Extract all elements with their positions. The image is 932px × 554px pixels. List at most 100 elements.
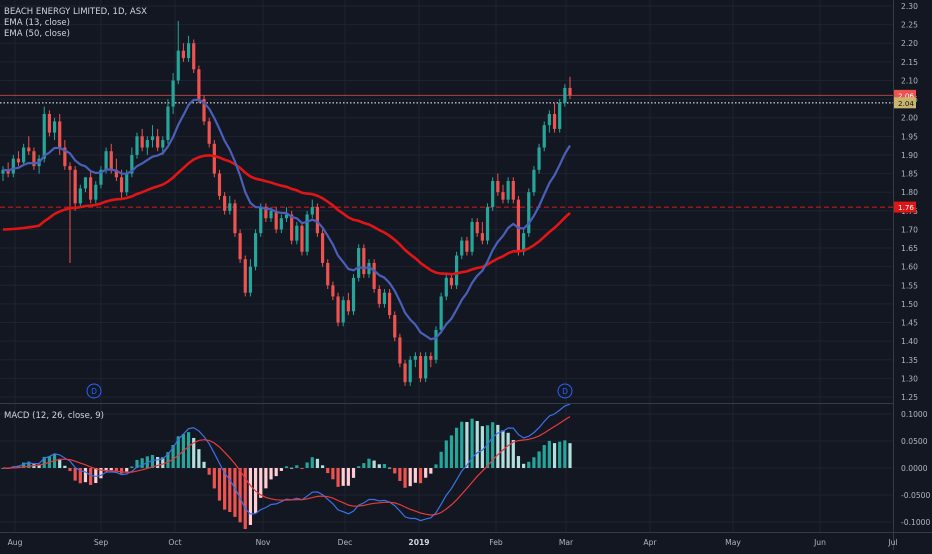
macd-histogram-bar: [424, 468, 428, 478]
candle-body: [181, 50, 186, 59]
candle-body: [568, 87, 572, 96]
macd-tick-label: 0.0500: [901, 437, 928, 446]
candle-body: [1, 169, 5, 174]
candle-body: [522, 233, 526, 252]
macd-histogram-bar: [537, 451, 541, 468]
candle-body: [99, 169, 103, 185]
macd-histogram-bar: [413, 468, 417, 483]
macd-histogram-bar: [516, 456, 521, 468]
price-tick-label: 1.45: [901, 319, 918, 328]
price-tick-label: 1.60: [901, 263, 918, 272]
price-tick-label: 1.55: [901, 281, 918, 290]
macd-histogram-bar: [408, 468, 412, 487]
macd-histogram-bar: [351, 468, 356, 478]
price-tick-label: 2.30: [901, 2, 918, 11]
macd-histogram-bar: [320, 465, 325, 468]
candle-body: [135, 136, 139, 155]
macd-histogram-bar: [336, 468, 340, 487]
candle-body: [104, 151, 108, 170]
candle-body: [558, 102, 562, 129]
macd-histogram-bar: [398, 468, 402, 481]
candle-body: [212, 143, 216, 174]
macd-histogram-bar: [114, 468, 118, 471]
ema-13-line: [2, 98, 571, 341]
candle-body: [387, 292, 392, 316]
macd-histogram-bar: [104, 468, 108, 472]
candle-body: [527, 192, 531, 234]
candle-body: [320, 233, 325, 263]
macd-histogram-bar: [532, 457, 536, 468]
macd-histogram-bar: [475, 420, 479, 468]
macd-histogram-bar: [346, 468, 350, 486]
macd-histogram-bar: [37, 464, 41, 468]
macd-histogram-bar: [511, 439, 515, 468]
macd-histogram-bar: [83, 468, 88, 483]
legend-ema-50: EMA (50, close): [4, 29, 70, 39]
candle-body: [465, 240, 469, 252]
macd-histogram-bar: [27, 461, 31, 468]
macd-histogram-bar: [460, 421, 464, 468]
candle-body: [78, 188, 82, 204]
macd-histogram-bar: [248, 468, 253, 525]
macd-tick-label: 0.0000: [901, 464, 928, 473]
price-tick-label: 1.95: [901, 132, 918, 141]
candle-body: [382, 292, 387, 304]
candle-body: [94, 184, 98, 200]
macd-histogram-bar: [212, 468, 216, 489]
chart-title: BEACH ENERGY LIMITED, 1D, ASX: [4, 7, 147, 17]
candle-body: [233, 203, 237, 234]
macd-line: [2, 403, 571, 522]
macd-histogram-bar: [161, 457, 165, 468]
price-tick-label: 1.25: [901, 393, 918, 402]
dividend-marker-label: D: [562, 387, 568, 396]
time-tick-label: Jul: [887, 538, 897, 547]
candle-body: [32, 151, 36, 167]
candle-body: [73, 169, 77, 204]
candle-body: [398, 337, 402, 364]
macd-histogram-bar: [243, 468, 247, 529]
dividend-marker-circle[interactable]: [86, 383, 102, 399]
horizontal-lines: [0, 94, 893, 208]
time-tick-label: Nov: [256, 538, 271, 547]
time-tick-label: Oct: [168, 538, 181, 547]
candle-body: [202, 99, 206, 122]
candle-body: [223, 195, 227, 211]
time-tick-label: Dec: [338, 538, 353, 547]
macd-histogram-bar: [217, 468, 222, 501]
macd-histogram-bar: [310, 457, 314, 468]
macd-histogram-bar: [42, 456, 46, 468]
time-tick-label: Apr: [643, 538, 657, 547]
macd-histogram-bar: [341, 468, 345, 486]
macd-histogram-bar: [552, 443, 557, 468]
dividend-marker-circle[interactable]: [557, 383, 573, 399]
price-label-text: 2.04: [898, 99, 914, 108]
price-tick-label: 1.35: [901, 356, 918, 365]
macd-histogram-bar: [150, 455, 155, 468]
candle-body: [130, 154, 134, 174]
candle-body: [290, 214, 294, 241]
time-tick-label: Aug: [8, 538, 23, 547]
candle-body: [475, 221, 479, 234]
macd-tick-label: 0.1000: [901, 410, 928, 419]
macd-histogram-bar: [192, 437, 196, 468]
macd-histogram-bar: [455, 427, 459, 468]
candle-body: [269, 210, 273, 219]
candle-body: [403, 363, 407, 383]
price-tick-label: 1.90: [901, 151, 918, 160]
candle-body: [547, 113, 551, 126]
price-tick-label: 1.40: [901, 337, 918, 346]
macd-histogram-bar: [284, 466, 289, 468]
candle-body: [145, 140, 149, 148]
macd-histogram-bar: [326, 468, 330, 474]
candle-body: [22, 147, 26, 163]
candle-body: [563, 87, 567, 103]
price-tick-label: 1.50: [901, 300, 918, 309]
macd-pane: [1, 403, 572, 529]
candle-body: [326, 262, 330, 286]
macd-histogram-bar: [558, 441, 562, 468]
candle-body: [52, 121, 57, 133]
candle-body: [460, 240, 464, 256]
candle-body: [109, 151, 113, 170]
candle-body: [89, 177, 93, 200]
